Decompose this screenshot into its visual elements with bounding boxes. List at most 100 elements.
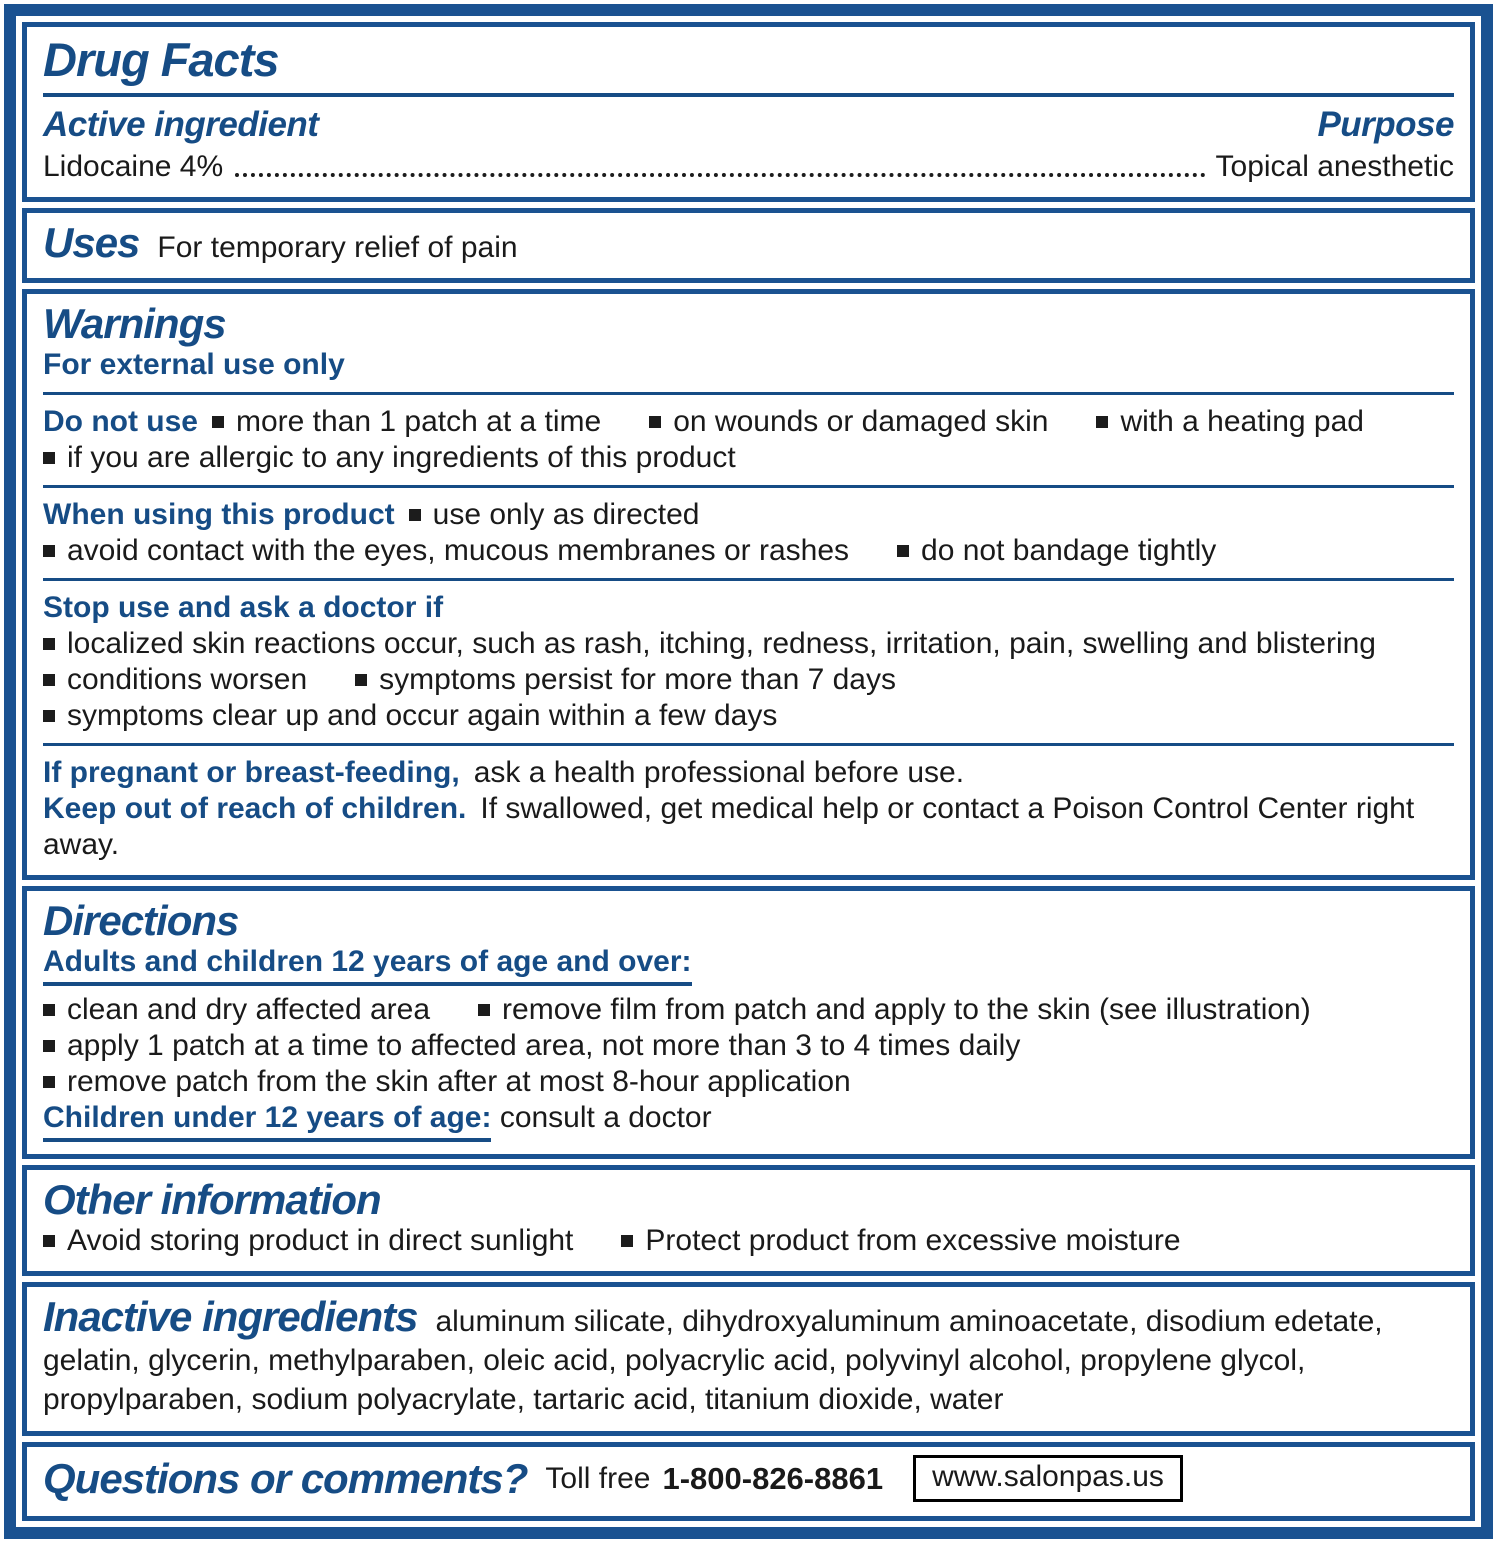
panel-questions: Questions or comments? Toll free 1-800-8… [22, 1442, 1475, 1522]
inactive-ingredients-heading: Inactive ingredients [43, 1293, 418, 1341]
panel-title-active-ingredient: Drug Facts Active ingredient Purpose Lid… [22, 22, 1475, 203]
bullet-square-icon [649, 416, 662, 429]
other-information-line: Avoid storing product in direct sunlight… [43, 1223, 1454, 1259]
list-item: avoid contact with the eyes, mucous memb… [43, 534, 849, 567]
list-item-text: if you are allergic to any ingredients o… [67, 441, 736, 475]
list-item: do not bandage tightly [897, 534, 1216, 567]
list-item: symptoms clear up and occur again within… [43, 699, 777, 732]
other-information-heading: Other information [43, 1176, 382, 1224]
list-item: remove patch from the skin after at most… [43, 1065, 851, 1098]
bullet-square-icon [897, 545, 910, 558]
panel-directions: Directions Adults and children 12 years … [22, 886, 1475, 1160]
list-item: localized skin reactions occur, such as … [43, 627, 1376, 660]
panel-other-information: Other information Avoid storing product … [22, 1165, 1475, 1277]
bullet-square-icon [1096, 416, 1109, 429]
list-item-text: more than 1 patch at a time [236, 405, 602, 439]
children-label: Children under 12 years of age: [43, 1100, 492, 1143]
bullet-square-icon [43, 674, 55, 687]
when-using-label: When using this product [43, 498, 395, 532]
list-item: symptoms persist for more than 7 days [355, 663, 896, 696]
bullet-square-icon [478, 1004, 491, 1017]
list-item-text: localized skin reactions occur, such as … [67, 627, 1376, 661]
bullet-square-icon [212, 416, 224, 429]
bullet-square-icon [43, 638, 55, 651]
list-item: if you are allergic to any ingredients o… [43, 441, 736, 474]
questions-row: Questions or comments? Toll free 1-800-8… [43, 1453, 1454, 1504]
bullet-square-icon [408, 509, 421, 522]
list-item: more than 1 patch at a time [212, 405, 601, 438]
list-item-text: conditions worsen [67, 663, 308, 697]
directions-line-1: clean and dry affected area remove film f… [43, 992, 1454, 1028]
warnings-divider [43, 578, 1454, 582]
panel-warnings: Warnings For external use only Do not us… [22, 289, 1475, 881]
bullet-square-icon [43, 1004, 55, 1017]
keep-out-text: If swallowed, get medical help or contac… [43, 792, 1415, 862]
active-ingredient-name: Lidocaine 4% [43, 150, 224, 184]
questions-heading: Questions or comments? [43, 1455, 528, 1503]
active-ingredient-row: Lidocaine 4% Topical anesthetic [43, 149, 1454, 185]
stop-use-line-3: symptoms clear up and occur again within… [43, 698, 1454, 734]
list-item: remove film from patch and apply to the … [478, 993, 1311, 1026]
external-use-warning: For external use only [43, 348, 345, 382]
warnings-divider [43, 392, 1454, 396]
list-item-text: with a heating pad [1120, 405, 1364, 439]
bullet-square-icon [43, 452, 55, 465]
list-item-text: clean and dry affected area [67, 993, 431, 1027]
adults-subhead-row: Adults and children 12 years of age and … [43, 944, 1454, 992]
list-item: on wounds or damaged skin [649, 405, 1048, 438]
toll-free-label: Toll free [545, 1461, 651, 1495]
list-item-text: on wounds or damaged skin [673, 405, 1049, 439]
bullet-square-icon [43, 545, 55, 558]
pregnant-label: If pregnant or breast-feeding, [43, 756, 460, 790]
bullet-square-icon [43, 1076, 55, 1089]
purpose-heading: Purpose [1317, 105, 1454, 145]
adults-label: Adults and children 12 years of age and … [43, 944, 692, 987]
uses-text: For temporary relief of pain [157, 231, 518, 265]
do-not-use-line-1: Do not use more than 1 patch at a time on … [43, 404, 1454, 440]
list-item-text: apply 1 patch at a time to affected area… [67, 1029, 1021, 1063]
list-item: clean and dry affected area [43, 993, 430, 1026]
stop-use-line-2: conditions worsen symptoms persist for mo… [43, 662, 1454, 698]
directions-heading: Directions [43, 897, 239, 945]
pregnant-text: ask a health professional before use. [473, 756, 965, 790]
keep-out-label: Keep out of reach of children. [43, 792, 467, 826]
list-item-text: use only as directed [432, 498, 700, 532]
list-item: with a heating pad [1096, 405, 1364, 438]
drug-facts-title: Drug Facts [43, 33, 280, 86]
list-item-text: symptoms clear up and occur again within… [67, 699, 778, 733]
purpose-value: Topical anesthetic [1215, 150, 1454, 184]
directions-line-2: apply 1 patch at a time to affected area… [43, 1028, 1454, 1064]
list-item-text: Protect product from excessive moisture [645, 1224, 1181, 1258]
list-item-text: do not bandage tightly [921, 534, 1217, 568]
children-directions: Children under 12 years of age: consult … [43, 1100, 1454, 1143]
warnings-divider [43, 743, 1454, 747]
list-item: apply 1 patch at a time to affected area… [43, 1029, 1020, 1062]
bullet-square-icon [43, 710, 55, 723]
bullet-square-icon [621, 1235, 634, 1248]
website-url: www.salonpas.us [913, 1455, 1183, 1503]
bullet-square-icon [43, 1235, 55, 1248]
title-divider [43, 93, 1454, 98]
list-item-text: avoid contact with the eyes, mucous memb… [67, 534, 850, 568]
do-not-use-label: Do not use [43, 405, 198, 439]
when-using-line-2: avoid contact with the eyes, mucous memb… [43, 533, 1454, 569]
do-not-use-line-2: if you are allergic to any ingredients o… [43, 440, 1454, 476]
toll-free-phone-number: 1-800-826-8861 [662, 1460, 884, 1496]
dotted-leader [235, 173, 1206, 178]
uses-heading: Uses [43, 219, 140, 267]
pregnant-warning: If pregnant or breast-feeding, ask a heal… [43, 755, 1454, 791]
bullet-square-icon [355, 674, 368, 687]
stop-use-line-1: localized skin reactions occur, such as … [43, 626, 1454, 662]
list-item: Protect product from excessive moisture [621, 1224, 1181, 1258]
stop-use-label: Stop use and ask a doctor if [43, 591, 444, 625]
active-purpose-header-row: Active ingredient Purpose [43, 105, 1454, 145]
directions-line-3: remove patch from the skin after at most… [43, 1064, 1454, 1100]
list-item: use only as directed [408, 498, 700, 532]
warnings-heading: Warnings [43, 300, 227, 348]
panel-uses: Uses For temporary relief of pain [22, 208, 1475, 284]
list-item-text: symptoms persist for more than 7 days [379, 663, 896, 697]
active-ingredient-heading: Active ingredient [43, 105, 319, 145]
children-text: consult a doctor [499, 1101, 712, 1135]
bullet-square-icon [43, 1040, 55, 1053]
list-item: conditions worsen [43, 663, 307, 696]
